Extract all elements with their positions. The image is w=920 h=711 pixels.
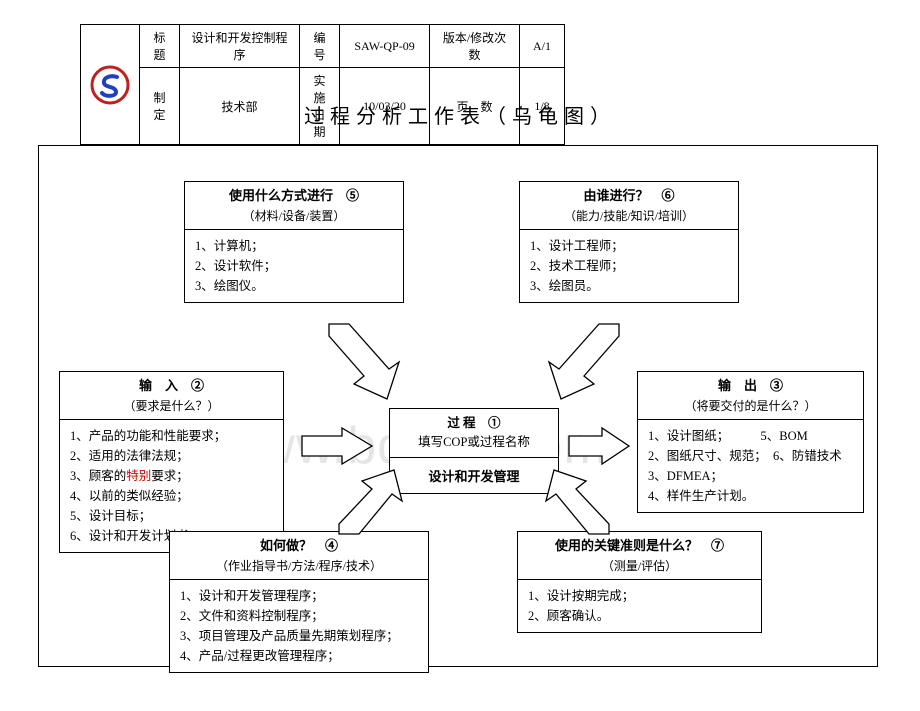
box-input-title: 输 入 ② xyxy=(139,378,204,393)
box-input: 输 入 ② （要求是什么？） 1、产品的功能和性能要求；2、适用的法律法规；3、… xyxy=(59,371,284,553)
box-process-header: 过 程 ① 填写COP或过程名称 xyxy=(390,409,558,458)
code-label: 编号 xyxy=(300,25,340,68)
arrow-input-to-process xyxy=(297,424,377,468)
box-output-body: 1、设计图纸； 5、BOM2、图纸尺寸、规范； 6、防错技术3、DFMEA；4、… xyxy=(638,420,863,512)
box-who-sub: （能力/技能/知识/培训） xyxy=(564,209,694,223)
box-method-title: 使用什么方式进行 ⑤ xyxy=(229,188,359,203)
box-who-title: 由谁进行？ ⑥ xyxy=(583,188,674,203)
box-output-header: 输 出 ③ （将要交付的是什么？） xyxy=(638,372,863,420)
box-how: 如何做？ ④ （作业指导书/方法/程序/技术） 1、设计和开发管理程序；2、文件… xyxy=(169,531,429,673)
box-method-header: 使用什么方式进行 ⑤ （材料/设备/装置） xyxy=(185,182,403,230)
arrow-process-to-output xyxy=(564,424,634,468)
arrow-who-to-process xyxy=(539,314,639,409)
box-who: 由谁进行？ ⑥ （能力/技能/知识/培训） 1、设计工程师；2、技术工程师；3、… xyxy=(519,181,739,303)
box-who-body: 1、设计工程师；2、技术工程师；3、绘图员。 xyxy=(520,230,738,302)
page-title: 过程分析工作表（乌龟图） xyxy=(0,100,920,129)
version-value: A/1 xyxy=(520,25,565,68)
process-sub: 填写COP或过程名称 xyxy=(418,435,530,449)
box-method: 使用什么方式进行 ⑤ （材料/设备/装置） 1、计算机；2、设计软件；3、绘图仪… xyxy=(184,181,404,303)
box-output-title: 输 出 ③ xyxy=(718,378,783,393)
box-output-sub: （将要交付的是什么？） xyxy=(684,399,816,413)
process-name: 设计和开发管理 xyxy=(390,458,558,493)
box-how-sub: （作业指导书/方法/程序/技术） xyxy=(216,559,382,573)
version-label: 版本/修改次数 xyxy=(430,25,520,68)
turtle-diagram-frame: www.bdocx.com 使用什么方式进行 ⑤ （材料/设备/装置） 1、计算… xyxy=(38,145,878,667)
code-value: SAW-QP-09 xyxy=(340,25,430,68)
arrow-criteria-to-process xyxy=(534,466,624,546)
box-criteria-body: 1、设计按期完成；2、顾客确认。 xyxy=(518,580,761,632)
box-criteria-sub: （测量/评估） xyxy=(602,559,677,573)
title-value: 设计和开发控制程序 xyxy=(180,25,300,68)
company-logo-icon xyxy=(89,65,131,105)
box-input-sub: （要求是什么？） xyxy=(123,399,219,413)
box-how-body: 1、设计和开发管理程序；2、文件和资料控制程序；3、项目管理及产品质量先期策划程… xyxy=(170,580,428,672)
box-who-header: 由谁进行？ ⑥ （能力/技能/知识/培训） xyxy=(520,182,738,230)
arrow-how-to-process xyxy=(324,466,414,546)
box-output: 输 出 ③ （将要交付的是什么？） 1、设计图纸； 5、BOM2、图纸尺寸、规范… xyxy=(637,371,864,513)
box-input-header: 输 入 ② （要求是什么？） xyxy=(60,372,283,420)
box-criteria: 使用的关键准则是什么？ ⑦ （测量/评估） 1、设计按期完成；2、顾客确认。 xyxy=(517,531,762,633)
title-label: 标题 xyxy=(140,25,180,68)
process-label: 过 程 ① xyxy=(447,416,500,430)
box-method-sub: （材料/设备/装置） xyxy=(243,209,346,223)
box-method-body: 1、计算机；2、设计软件；3、绘图仪。 xyxy=(185,230,403,302)
arrow-method-to-process xyxy=(309,314,409,409)
